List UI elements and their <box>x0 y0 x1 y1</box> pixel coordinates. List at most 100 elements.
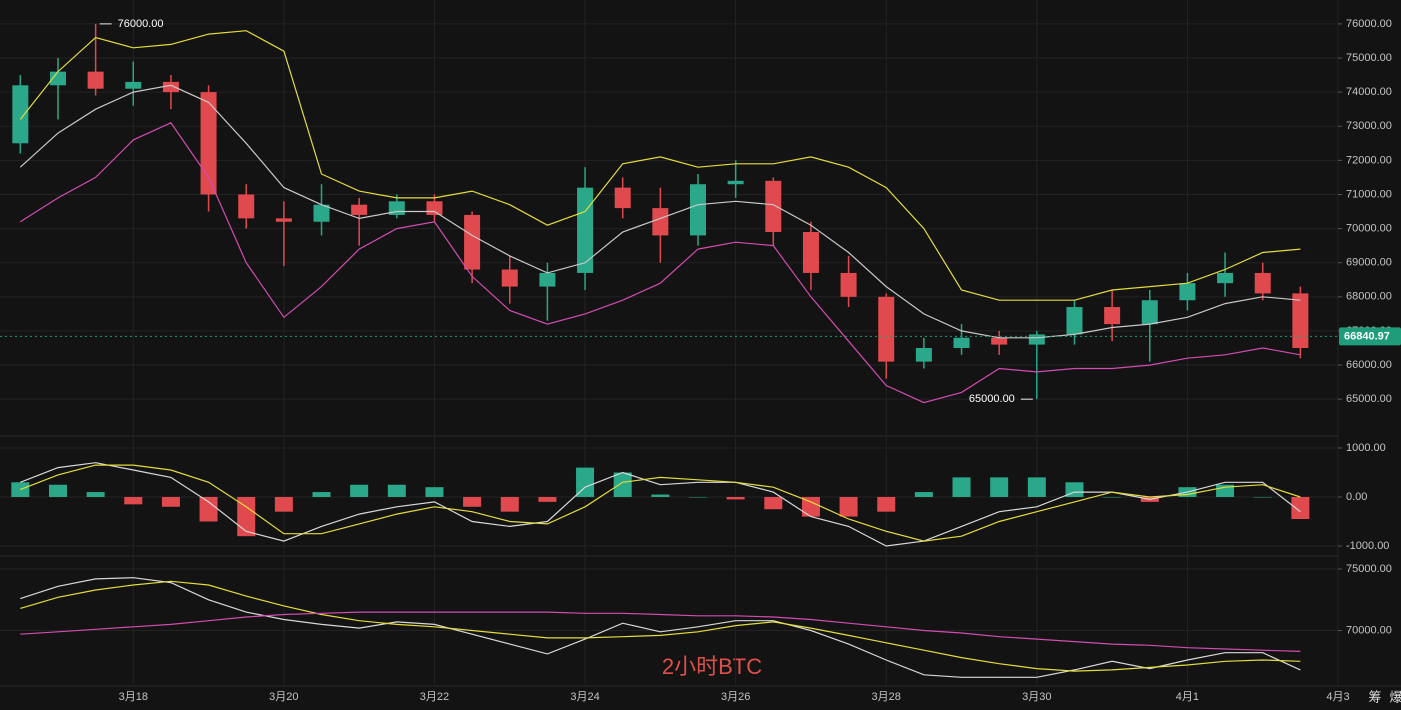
macd-bar <box>387 484 406 497</box>
macd-bar <box>990 477 1009 497</box>
x-tick-label: 3月24 <box>570 691 599 703</box>
candle-body <box>953 337 970 348</box>
candle-body <box>426 201 443 215</box>
macd-bar <box>1291 496 1310 520</box>
x-tick-label: 3月22 <box>420 691 449 703</box>
macd-bar <box>350 484 369 497</box>
y-tick-label: -1000.00 <box>1346 540 1389 552</box>
toolbar-button[interactable]: 爆 <box>1389 689 1401 704</box>
candle-body <box>313 204 330 222</box>
x-tick-label: 3月18 <box>119 691 148 703</box>
candle-body <box>87 71 104 89</box>
macd-bar <box>1253 496 1272 498</box>
candle-body <box>840 272 857 297</box>
y-tick-label: 68000.00 <box>1346 291 1392 303</box>
macd-bar <box>425 487 444 497</box>
macd-bar <box>463 496 482 507</box>
candle-body <box>577 187 594 273</box>
candle-body <box>49 71 66 86</box>
x-tick-label: 3月26 <box>721 691 750 703</box>
last-price-label: 66840.97 <box>1344 330 1390 342</box>
candle-body <box>12 85 29 144</box>
candle-body <box>991 337 1008 345</box>
y-tick-label: 1000.00 <box>1346 442 1386 454</box>
macd-bar <box>274 496 293 512</box>
y-tick-label: 73000.00 <box>1346 120 1392 132</box>
indicator-line <box>19 84 1301 339</box>
indicator-line <box>20 577 1301 678</box>
macd-bar <box>124 496 143 505</box>
y-tick-label: 74000.00 <box>1346 86 1392 98</box>
y-tick-label: 75000.00 <box>1346 563 1392 575</box>
y-tick-label: 70000.00 <box>1346 222 1392 234</box>
toolbar-button[interactable]: 筹 <box>1368 689 1381 704</box>
candle-body <box>614 187 631 209</box>
macd-bar <box>199 496 218 522</box>
macd-bar <box>651 494 670 497</box>
y-tick-label: 65000.00 <box>1346 393 1392 405</box>
y-tick-label: 75000.00 <box>1346 52 1392 64</box>
indicator-line <box>20 462 1301 547</box>
candle-body <box>1179 283 1196 301</box>
y-tick-label: 69000.00 <box>1346 257 1392 269</box>
candle-body <box>464 214 481 270</box>
watermark: 2小时BTC <box>662 654 762 679</box>
macd-bar <box>1027 477 1046 497</box>
macd-bar <box>801 496 820 517</box>
macd-bar <box>1103 496 1122 498</box>
y-tick-label: 72000.00 <box>1346 154 1392 166</box>
x-tick-label: 3月28 <box>872 691 901 703</box>
candle-body <box>501 269 518 287</box>
candle-body <box>915 348 932 362</box>
candle-body <box>238 194 255 219</box>
y-tick-label: 0.00 <box>1346 491 1367 503</box>
x-tick-label: 3月30 <box>1022 691 1051 703</box>
macd-bar <box>613 472 632 497</box>
candle-body <box>1217 272 1234 284</box>
candle-body <box>1104 307 1121 325</box>
candle-body <box>727 180 744 185</box>
y-tick-label: 66000.00 <box>1346 359 1392 371</box>
macd-bar <box>500 496 519 512</box>
candle-body <box>200 92 217 195</box>
candle-body <box>652 208 669 236</box>
macd-bar <box>877 496 896 512</box>
macd-bar <box>576 467 595 497</box>
candle-body <box>765 180 782 232</box>
annotation-label: 76000.00 <box>118 18 164 30</box>
indicator-line <box>20 611 1301 652</box>
candle-body <box>351 204 368 215</box>
candle-body <box>1254 272 1271 294</box>
y-tick-label: 71000.00 <box>1346 188 1392 200</box>
macd-bar <box>764 496 783 510</box>
candle-body <box>1066 307 1083 335</box>
macd-bar <box>48 484 67 497</box>
candle-body <box>802 232 819 273</box>
last-price-badge <box>1339 327 1401 346</box>
candle-body <box>275 218 292 222</box>
macd-bar <box>538 496 557 502</box>
macd-bar <box>161 496 180 507</box>
macd-bar <box>312 492 331 497</box>
candle-body <box>878 296 895 362</box>
indicator-line <box>19 122 1301 404</box>
indicator-line <box>20 580 1301 672</box>
macd-bar <box>952 477 971 497</box>
x-tick-label: 3月20 <box>269 691 298 703</box>
macd-bar <box>688 496 707 498</box>
macd-bar <box>839 496 858 517</box>
indicator-line <box>20 464 1301 542</box>
annotation-label: 65000.00 <box>969 393 1015 405</box>
macd-bar <box>237 496 256 537</box>
candle-body <box>1028 334 1045 345</box>
x-tick-label: 4月1 <box>1176 691 1199 703</box>
candle-body <box>539 272 556 287</box>
candle-body <box>125 81 142 89</box>
candle-body <box>689 184 706 236</box>
candle-body <box>1292 293 1309 348</box>
macd-bar <box>726 496 745 500</box>
indicator-line <box>19 30 1301 301</box>
macd-bar <box>86 492 105 497</box>
